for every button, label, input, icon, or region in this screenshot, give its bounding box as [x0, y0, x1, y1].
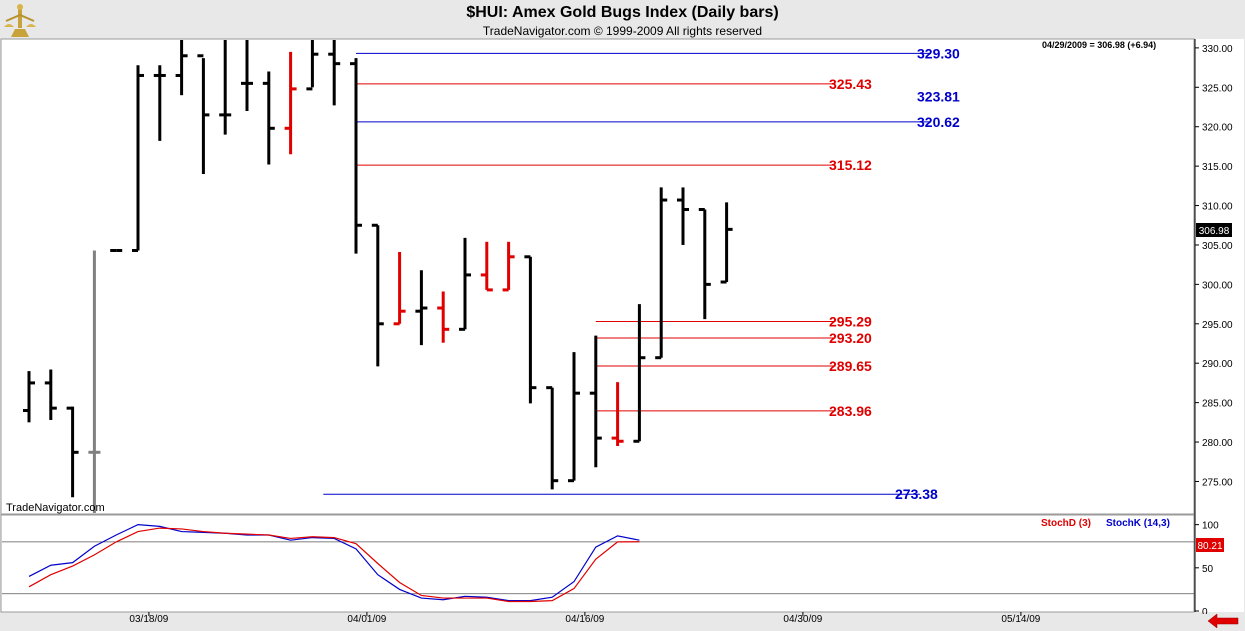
- x-axis-tick-label: 05/14/09: [1001, 614, 1040, 625]
- y-axis-tick-label: 320.00: [1202, 123, 1233, 134]
- ohlc-bar: [480, 241, 493, 292]
- ohlc-bar: [720, 202, 733, 284]
- y-axis-tick-label: 305.00: [1202, 241, 1233, 252]
- last-price-readout: 04/29/2009 = 306.98 (+6.94): [1042, 40, 1156, 50]
- price-panel: [0, 38, 1195, 515]
- ohlc-bar: [88, 250, 101, 513]
- ohlc-bar: [524, 255, 537, 404]
- scroll-right-arrow-icon[interactable]: [1203, 613, 1241, 629]
- ohlc-bar: [306, 40, 319, 91]
- y-axis-panel: [1195, 39, 1244, 612]
- ohlc-bar: [66, 406, 79, 498]
- y-axis-tick-label: 280.00: [1202, 438, 1233, 449]
- stoch-panel: [0, 514, 1195, 613]
- last-price-tag: [1196, 223, 1232, 237]
- level-label: 325.43: [829, 76, 872, 92]
- ohlc-bar: [153, 65, 166, 141]
- level-label: 293.20: [829, 330, 872, 346]
- stochd-legend: StochD (3): [1041, 518, 1091, 529]
- last-price-tag-text: 306.98: [1199, 226, 1230, 237]
- ohlc-bar: [655, 187, 668, 360]
- ohlc-bar: [197, 54, 210, 175]
- ohlc-bar: [284, 51, 297, 155]
- price-bars: [23, 40, 733, 513]
- y-axis-tick-label: 285.00: [1202, 399, 1233, 410]
- ohlc-bar: [437, 291, 450, 343]
- level-label: 295.29: [829, 314, 872, 330]
- x-axis-tick-label: 04/01/09: [347, 614, 386, 625]
- level-label: 289.65: [829, 358, 872, 374]
- stoch-value-tag-text: 80.21: [1197, 541, 1222, 552]
- stoch-axis-tick-label: 100: [1202, 521, 1219, 532]
- ohlc-bar: [677, 187, 689, 245]
- stoch-axis-tick-label: 0: [1202, 607, 1208, 618]
- ohlc-bar: [698, 207, 711, 320]
- level-label: 273.38: [895, 486, 938, 502]
- y-axis-tick-label: 330.00: [1202, 44, 1233, 55]
- ohlc-bar: [393, 252, 406, 326]
- ohlc-bar: [328, 40, 341, 106]
- y-axis-tick-label: 310.00: [1202, 202, 1233, 213]
- ohlc-bar: [175, 40, 188, 96]
- stochastic-oscillator: 0 50 100: [2, 521, 1219, 618]
- y-axis-tick-label: 300.00: [1202, 280, 1233, 291]
- x-axis-tick-label: 04/30/09: [783, 614, 822, 625]
- ohlc-bar: [371, 223, 384, 367]
- x-axis-strip: [1, 613, 1244, 630]
- chart-subtitle: TradeNavigator.com © 1999-2009 All right…: [482, 24, 763, 38]
- stochk-legend: StochK (14,3): [1106, 518, 1170, 529]
- ohlc-bar: [568, 352, 580, 483]
- ohlc-bar: [241, 40, 253, 111]
- y-axis-tick-label: 295.00: [1202, 320, 1233, 331]
- level-label: 329.30: [917, 45, 960, 61]
- watermark-text: TradeNavigator.com: [6, 502, 105, 514]
- x-axis-tick-label: 03/18/09: [129, 614, 168, 625]
- ohlc-bar: [633, 304, 646, 443]
- ohlc-bar: [350, 58, 362, 254]
- x-axis-tick-labels: 03/18/09 04/01/09 04/16/09 04/30/09 05/14/09: [129, 612, 1041, 625]
- ohlc-bar: [23, 371, 35, 423]
- y-axis-tick-label: 325.00: [1202, 83, 1233, 94]
- y-axis-tick-label: 275.00: [1202, 477, 1233, 488]
- ohlc-bar: [611, 382, 624, 446]
- stoch-series-line: [28, 524, 640, 602]
- trade-navigator-logo-icon: [4, 4, 36, 37]
- ohlc-bar: [459, 237, 471, 331]
- chart-title: $HUI: Amex Gold Bugs Index (Daily bars): [466, 4, 779, 21]
- level-label: 315.12: [829, 157, 872, 173]
- ohlc-bar: [219, 40, 232, 135]
- annotation-label: 323.81: [917, 89, 960, 105]
- y-axis-tick-label: 315.00: [1202, 162, 1233, 173]
- ohlc-bar: [132, 65, 144, 252]
- stoch-value-tag: [1196, 538, 1224, 552]
- ohlc-bar: [415, 270, 428, 346]
- level-label: 283.96: [829, 403, 872, 419]
- y-axis-tick-label: 290.00: [1202, 359, 1233, 370]
- ohlc-bar: [589, 335, 602, 468]
- ohlc-bar: [262, 71, 275, 165]
- stoch-axis-tick-label: 50: [1202, 564, 1214, 575]
- ohlc-bar: [546, 386, 559, 490]
- level-label: 320.62: [917, 114, 960, 130]
- ohlc-bar: [44, 369, 57, 420]
- y-axis-tick-labels: 275.00 280.00 285.00 290.00 295.00 300.00 305.…: [1195, 44, 1233, 488]
- ohlc-bar: [502, 241, 515, 292]
- x-axis-tick-label: 04/16/09: [565, 614, 604, 625]
- stoch-series-line: [28, 527, 640, 603]
